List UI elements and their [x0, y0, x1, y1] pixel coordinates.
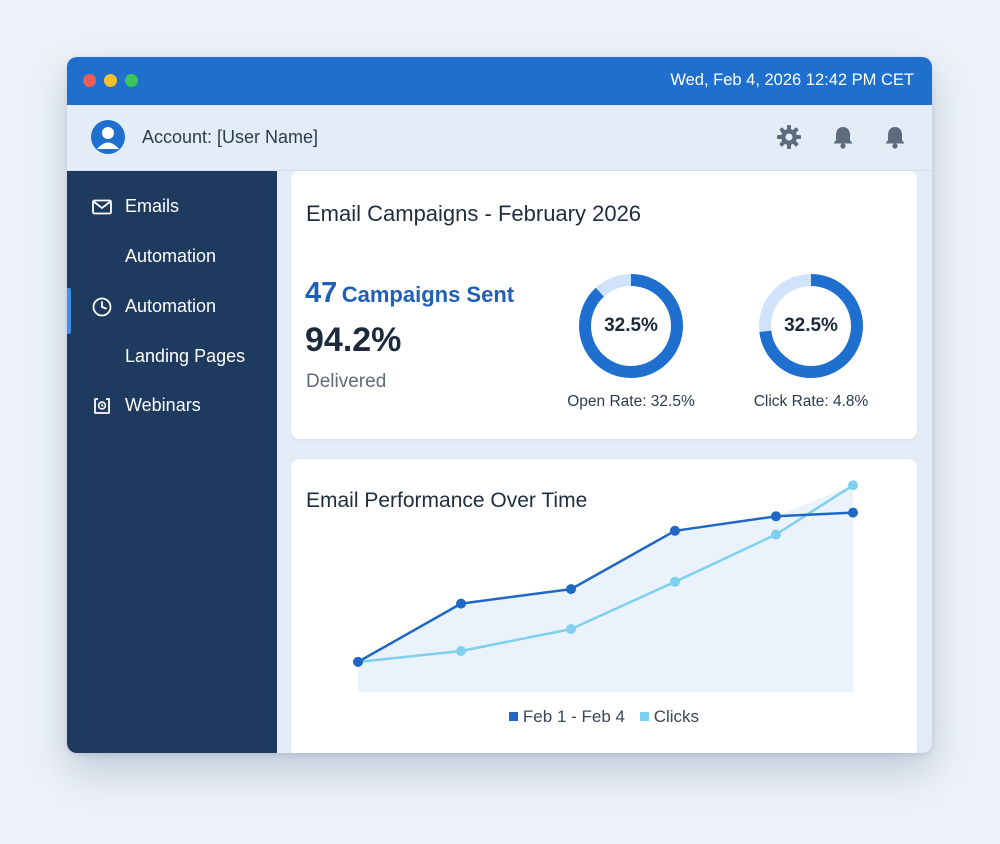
summary-title: Email Campaigns - February 2026 — [306, 201, 642, 226]
campaigns-sent-stat: 47 Campaigns Sent — [305, 277, 514, 310]
sidebar: Emails Automation Automation Landing Pag… — [67, 171, 277, 753]
open-rate-arc — [579, 274, 683, 378]
mail-icon — [91, 196, 113, 218]
data-point-clicks[interactable] — [566, 624, 576, 635]
series-line-period — [357, 511, 854, 663]
sidebar-item-landing-pages[interactable]: Landing Pages — [67, 336, 277, 376]
delivered-percentage: 94.2% — [305, 321, 402, 359]
sidebar-item-webinars[interactable]: Webinars — [67, 385, 277, 425]
open-rate-donut — [579, 274, 683, 378]
campaigns-label: Campaigns Sent — [341, 282, 515, 307]
legend-swatch-dark — [508, 712, 518, 721]
legend-swatch-light — [639, 712, 649, 721]
legend-label: Clicks — [653, 707, 700, 726]
data-point-clicks[interactable] — [456, 646, 466, 656]
data-point-period[interactable] — [456, 598, 466, 609]
campaigns-count: 47 — [305, 277, 338, 309]
performance-line-chart — [353, 480, 858, 692]
chart-legend: Feb 1 - Feb 4 Clicks — [291, 707, 917, 727]
maximize-window-button[interactable] — [125, 74, 138, 87]
datetime-display: Wed, Feb 4, 2026 12:42 PM CET — [670, 71, 914, 89]
data-point-period[interactable] — [848, 507, 858, 518]
sidebar-item-automation[interactable]: Automation — [67, 286, 277, 334]
chart-area-fill — [358, 485, 853, 691]
sidebar-item-label: Webinars — [125, 395, 201, 415]
performance-card: Email Performance Over Time Feb 1 - Feb … — [291, 459, 917, 753]
sidebar-item-label: Automation — [125, 296, 217, 316]
bell-icon[interactable] — [829, 123, 857, 151]
gear-icon[interactable] — [775, 123, 803, 151]
bell-icon[interactable] — [881, 123, 909, 151]
legend-label: Feb 1 - Feb 4 — [522, 707, 625, 726]
data-point-period[interactable] — [670, 525, 680, 536]
title-bar: Wed, Feb 4, 2026 12:42 PM CET — [67, 57, 932, 105]
clock-icon — [91, 296, 113, 318]
sidebar-item-emails[interactable]: Emails — [67, 186, 277, 226]
sidebar-item-label: Landing Pages — [125, 346, 246, 366]
chart-title: Email Performance Over Time — [306, 489, 588, 512]
user-avatar-icon[interactable] — [91, 120, 125, 154]
open-rate-value: 32.5% — [604, 315, 658, 336]
app-window: Wed, Feb 4, 2026 12:42 PM CET Account: [… — [67, 57, 932, 753]
open-rate-label: Open Rate: 32.5% — [567, 393, 695, 410]
delivered-label: Delivered — [306, 371, 387, 392]
click-rate-donut — [759, 274, 863, 378]
sidebar-item-automation-sub[interactable]: Automation — [67, 236, 277, 276]
sidebar-item-label: Automation — [125, 246, 217, 266]
legend-item-clicks[interactable]: Clicks — [639, 707, 700, 727]
data-point-period[interactable] — [353, 656, 363, 667]
webinar-icon — [91, 395, 113, 417]
account-bar: Account: [User Name] — [67, 105, 932, 171]
minimize-window-button[interactable] — [104, 74, 117, 87]
data-point-period[interactable] — [771, 511, 781, 522]
account-label[interactable]: Account: [User Name] — [142, 127, 319, 147]
data-point-clicks[interactable] — [848, 480, 858, 491]
click-rate-value: 32.5% — [784, 315, 838, 336]
sidebar-item-label: Emails — [125, 196, 180, 216]
campaign-summary-card: Email Campaigns - February 2026 47 Campa… — [291, 171, 917, 439]
data-point-clicks[interactable] — [771, 529, 781, 540]
legend-item-period[interactable]: Feb 1 - Feb 4 — [508, 707, 625, 727]
data-point-period[interactable] — [566, 584, 576, 595]
click-rate-arc — [759, 274, 863, 378]
series-line-clicks — [357, 484, 854, 664]
data-point-clicks[interactable] — [670, 576, 680, 587]
close-window-button[interactable] — [83, 74, 96, 87]
click-rate-label: Click Rate: 4.8% — [753, 393, 869, 410]
